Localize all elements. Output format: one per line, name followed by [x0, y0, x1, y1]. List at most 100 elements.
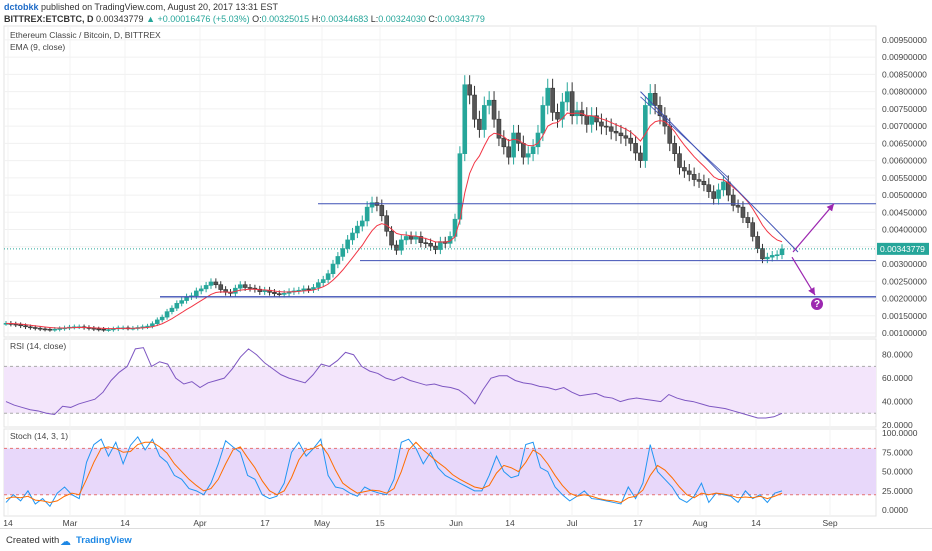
candle-body: [594, 115, 599, 123]
candle-body: [32, 327, 38, 329]
candle-body: [545, 87, 551, 106]
price-axis-tick: 0.00400000: [882, 225, 927, 235]
candle-body: [599, 121, 604, 127]
price-axis-tick: 0.00800000: [882, 87, 927, 97]
candle-body: [716, 189, 721, 199]
question-mark-label: ?: [814, 299, 820, 310]
candle-body: [740, 206, 746, 218]
author-name[interactable]: dctobkk: [4, 2, 39, 12]
candle-body: [369, 202, 375, 208]
candle-body: [584, 115, 590, 125]
question-mark-icon: [811, 298, 823, 310]
candle-body: [628, 137, 634, 144]
candle-body: [667, 125, 673, 144]
candle-body: [774, 254, 780, 257]
candle-body: [750, 222, 756, 237]
candle-body: [242, 284, 248, 288]
candle-body: [452, 218, 458, 237]
candle-body: [467, 84, 472, 96]
candle-body: [213, 281, 219, 286]
price-pane[interactable]: [3, 25, 877, 338]
rsi-axis-tick: 40.0000: [882, 397, 913, 407]
candle-body: [179, 300, 184, 304]
publish-text: published on TradingView.com, August 20,…: [41, 2, 279, 12]
candle-body: [403, 236, 409, 241]
candle-body: [316, 282, 321, 288]
candle-body: [657, 105, 663, 117]
candle-body: [423, 242, 429, 244]
last-price: 0.00343779: [96, 14, 144, 24]
candle-body: [589, 115, 594, 125]
candle-body: [247, 287, 253, 289]
candle-body: [47, 328, 53, 331]
stoch-axis-tick: 100.0000: [882, 428, 918, 438]
time-axis-tick: Sep: [822, 518, 837, 528]
stoch-axis-tick: 50.0000: [882, 467, 913, 477]
bullish-arrow: [792, 203, 835, 253]
candle-body: [281, 293, 287, 295]
candle-body: [164, 311, 170, 318]
stoch-legend: Stoch (14, 3, 1): [10, 431, 69, 441]
chart-area[interactable]: 0.00950000 0.00900000 0.00850000 0.00800000…: [0, 0, 932, 528]
candle-body: [428, 243, 433, 247]
candle-body: [42, 328, 48, 331]
time-axis-tick: 14: [3, 518, 13, 528]
ohlc-low: 0.00324030: [378, 14, 426, 24]
candle-body: [652, 93, 658, 106]
candle-body: [506, 146, 511, 158]
candle-body: [237, 284, 243, 289]
time-axis-tick: 17: [633, 518, 643, 528]
candle-body: [745, 217, 751, 223]
time-axis-tick: 14: [751, 518, 761, 528]
rsi-band: [4, 366, 876, 414]
candle-body: [359, 220, 365, 227]
price-change: +0.00016476 (+5.03%): [157, 14, 250, 24]
tradingview-brand[interactable]: TradingView: [76, 535, 132, 546]
time-axis-tick: Mar: [63, 518, 78, 528]
time-axis-tick: 15: [375, 518, 385, 528]
downtrend-line: [640, 91, 799, 253]
candle-body: [521, 143, 526, 158]
ema-legend: EMA (9, close): [10, 42, 66, 52]
candle-body: [511, 132, 516, 158]
rsi-line: [5, 347, 783, 419]
rsi-legend: RSI (14, close): [10, 341, 67, 351]
stoch-band: [4, 448, 876, 495]
rsi-axis-tick: 80.0000: [882, 350, 913, 360]
tradingview-cloud-icon: ☁: [60, 536, 71, 548]
candle-body: [765, 256, 770, 260]
price-axis-tick: 0.00650000: [882, 138, 927, 148]
price-axis-tick: 0.00700000: [882, 121, 927, 131]
last-price-tag: [877, 242, 929, 255]
main-legend-title: Ethereum Classic / Bitcoin, D, BITTREX: [10, 30, 161, 40]
candle-body: [525, 153, 531, 158]
downtrend-channel-line: [640, 96, 729, 179]
ohlc-high: 0.00344683: [320, 14, 369, 24]
candle-body: [277, 293, 282, 295]
candle-body: [37, 327, 43, 330]
candle-body: [555, 112, 560, 120]
candle-body: [389, 230, 394, 246]
candle-body: [613, 130, 619, 134]
candle-body: [472, 94, 477, 120]
stoch-axis-tick: 25.0000: [882, 486, 913, 496]
candle-body: [194, 290, 199, 297]
candle-body: [350, 232, 355, 241]
created-with-text: Created with: [6, 535, 60, 546]
last-price-tag-label: 0.00343779: [880, 244, 925, 254]
candle-body: [682, 167, 687, 172]
candle-body: [418, 236, 424, 243]
candle-body: [257, 288, 263, 292]
candle-body: [330, 263, 336, 274]
candle-body: [477, 118, 482, 130]
candle-body: [379, 205, 385, 217]
candle-body: [106, 329, 111, 331]
footer-bar: Created with ☁ TradingView: [0, 528, 932, 551]
stoch-axis-tick: 75.0000: [882, 447, 913, 457]
candle-body: [355, 225, 360, 234]
price-axis-tick: 0.00750000: [882, 104, 927, 114]
candle-body: [540, 105, 546, 134]
candle-body: [755, 236, 760, 249]
candle-body: [218, 284, 224, 290]
candle-body: [721, 181, 726, 191]
